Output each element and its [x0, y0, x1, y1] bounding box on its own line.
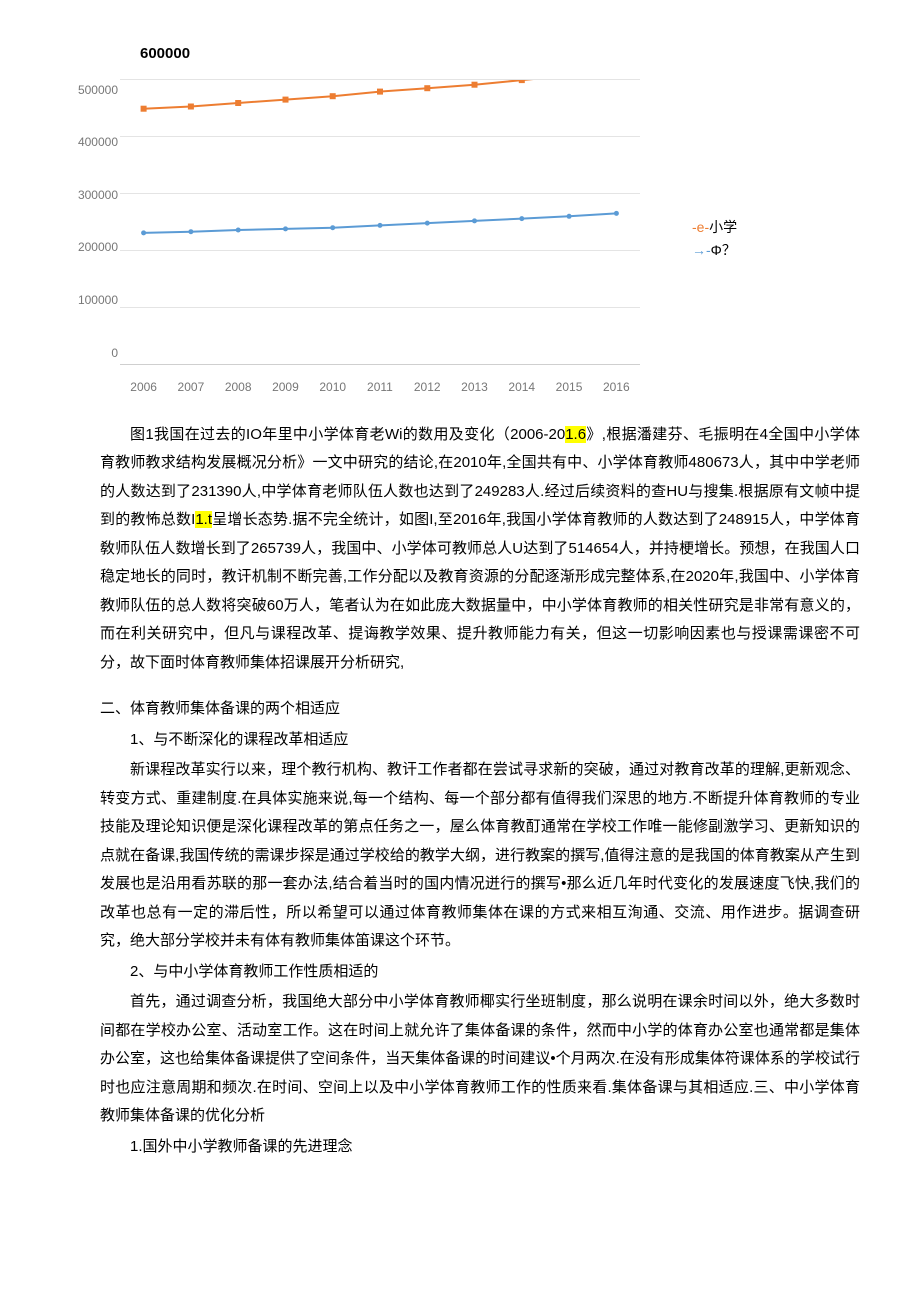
subheading-1: 1、与不断深化的课程改革相适应 [100, 726, 860, 755]
series-marker [188, 229, 193, 234]
paragraph-1: 图1我国在过去的IO年里中小学体育老Wi的数用及变化（2006-201.6》,根… [100, 421, 860, 678]
series-marker [141, 230, 146, 235]
legend-prefix: -e- [692, 216, 709, 238]
gridline [120, 307, 640, 308]
chart-plot-area: 5000004000003000002000001000000 20062007… [120, 79, 680, 399]
series-marker [188, 103, 194, 109]
gridline [120, 79, 640, 80]
x-tick-label: 2008 [215, 376, 262, 399]
x-axis-labels: 2006200720082009201020112012201320142015… [120, 376, 640, 399]
gridline [120, 136, 640, 137]
chart-container: 5000004000003000002000001000000 20062007… [100, 79, 860, 399]
series-marker [283, 226, 288, 231]
chart-svg [120, 79, 640, 365]
legend-label: 小学 [709, 216, 737, 238]
x-tick-label: 2009 [262, 376, 309, 399]
highlight-2: 1.t [195, 511, 212, 528]
gridline [120, 193, 640, 194]
x-tick-label: 2006 [120, 376, 167, 399]
series-marker [330, 225, 335, 230]
chart-legend: -e-小学→-Φ？ [692, 216, 737, 261]
p1-c: 呈增长态势.据不完全统计，如图I,至2016年,我国小学体育教师的人数达到了24… [100, 511, 860, 671]
series-marker [424, 85, 430, 91]
series-marker [519, 216, 524, 221]
series-marker [283, 96, 289, 102]
legend-item: -e-小学 [692, 216, 737, 238]
y-tick-label: 200000 [62, 236, 118, 259]
series-marker [141, 105, 147, 111]
series-marker [425, 220, 430, 225]
subheading-3: 1.国外中小学教师备课的先进理念 [100, 1133, 860, 1162]
y-axis-labels: 500000 400000 300000 200000 100000 0 [62, 79, 118, 365]
x-tick-label: 2007 [167, 376, 214, 399]
x-tick-label: 2016 [593, 376, 640, 399]
plot-region [120, 79, 640, 365]
p1-a: 图1我国在过去的IO年里中小学体育老Wi的数用及变化（2006-20 [130, 426, 565, 443]
series-marker [235, 100, 241, 106]
chart-title: 600000 [140, 40, 860, 69]
series-marker [236, 227, 241, 232]
x-tick-label: 2011 [356, 376, 403, 399]
y-tick-label: 300000 [62, 184, 118, 207]
series-marker [378, 222, 383, 227]
legend-prefix: →- [692, 239, 711, 261]
gridline [120, 250, 640, 251]
y-tick-label: 500000 [62, 79, 118, 102]
series-marker [567, 213, 572, 218]
series-marker [472, 218, 477, 223]
highlight-1: 1.6 [565, 426, 586, 443]
series-marker [377, 88, 383, 94]
y-tick-label: 0 [62, 342, 118, 365]
x-tick-label: 2014 [498, 376, 545, 399]
legend-item: →-Φ？ [692, 239, 737, 261]
y-tick-label: 400000 [62, 131, 118, 154]
x-tick-label: 2010 [309, 376, 356, 399]
paragraph-2: 新课程改革实行以来，理个教行机构、教讦工作者都在尝试寻求新的突破，通过对教育改革… [100, 756, 860, 956]
series-marker [330, 93, 336, 99]
series-marker [472, 81, 478, 87]
x-tick-label: 2015 [545, 376, 592, 399]
paragraph-3: 首先，通过调查分析，我国绝大部分中小学体育教师椰实行坐班制度，那么说明在课余时间… [100, 988, 860, 1131]
x-tick-label: 2012 [404, 376, 451, 399]
series-marker [614, 210, 619, 215]
legend-label: Φ？ [711, 239, 736, 261]
x-tick-label: 2013 [451, 376, 498, 399]
subheading-2: 2、与中小学体育教师工作性质相适的 [100, 958, 860, 987]
section-heading-2: 二、体育教师集体备课的两个相适应 [100, 695, 860, 724]
y-tick-label: 100000 [62, 289, 118, 312]
